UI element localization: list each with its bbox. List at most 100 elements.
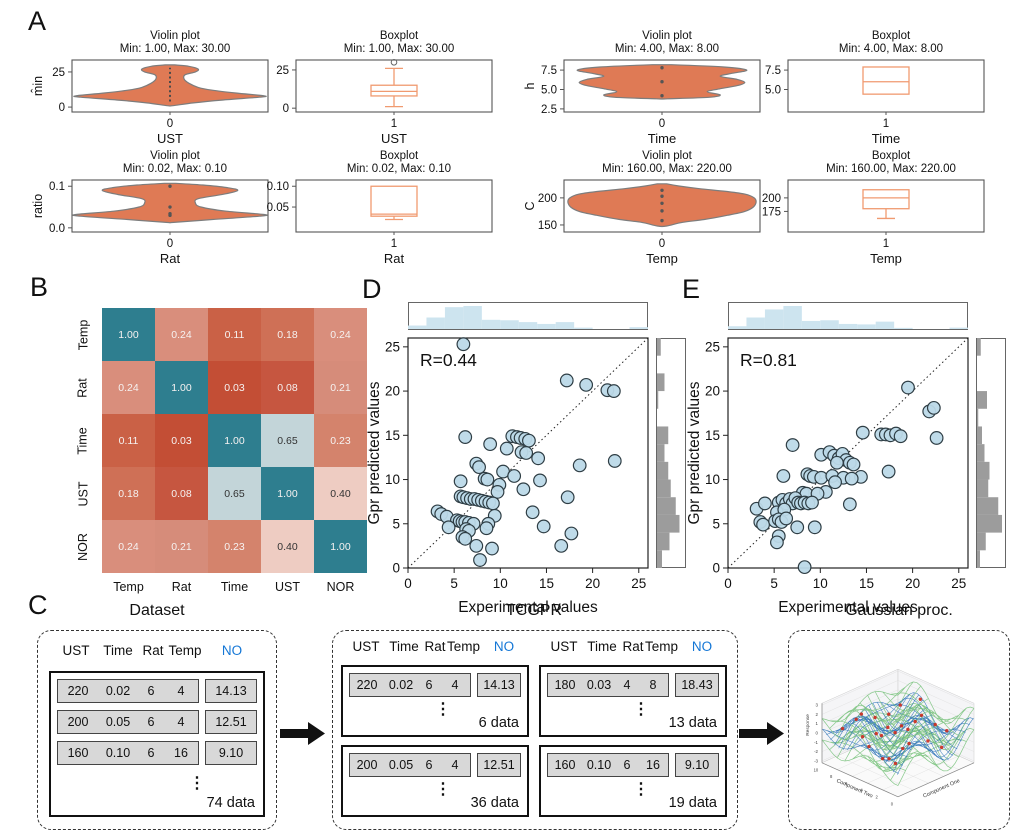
ellipsis: ⋮	[435, 701, 451, 718]
table-row: 160 0.10 6 16 9.10	[547, 753, 719, 777]
plot-subtitle: Min: 4.00, Max: 8.00	[614, 43, 720, 55]
svg-text:1: 1	[816, 721, 819, 726]
svg-text:Rat: Rat	[384, 251, 405, 266]
cell-value: 160	[554, 758, 576, 772]
cell-value: 6	[147, 746, 155, 760]
heatmap-cell: 1.00	[314, 520, 367, 573]
svg-text:0: 0	[59, 102, 65, 114]
correlation-heatmap: Temp 1.00 0.24 0.11 0.18 0.24 Temp Rat 0.24 1.00 0…	[64, 298, 394, 610]
svg-text:5: 5	[770, 576, 778, 591]
svg-text:20: 20	[585, 576, 600, 591]
cell-value: 0.02	[105, 684, 131, 698]
cell-value: 6	[147, 684, 155, 698]
plot-title: Violin plot	[150, 150, 200, 162]
svg-text:0: 0	[891, 801, 894, 806]
heatmap-cell: 1.00	[102, 308, 155, 361]
svg-text:20: 20	[705, 384, 720, 399]
cell-value: 200	[356, 758, 378, 772]
svg-text:0: 0	[659, 238, 665, 250]
heatmap-cell: 0.08	[261, 361, 314, 414]
cell-value: 6	[425, 758, 433, 772]
svg-text:5: 5	[392, 516, 400, 531]
row-no-value: 14.13	[205, 679, 257, 703]
svg-text:2.5: 2.5	[541, 104, 557, 116]
row-no-value: 12.51	[205, 710, 257, 734]
heatmap-cell: 0.24	[102, 361, 155, 414]
tcgpr-group-2: 180 0.03 4 8 18.43 ⋮ 13 data	[539, 665, 727, 737]
cell-value: 4	[451, 678, 459, 692]
svg-text:Response: Response	[805, 714, 811, 736]
row-values: 160 0.10 6 16	[57, 741, 199, 765]
svg-text:-2: -2	[814, 749, 818, 754]
svg-text:Gpr predicted values: Gpr predicted values	[686, 381, 703, 524]
cell-value: 6	[425, 678, 433, 692]
heatmap-cell: 0.65	[208, 467, 261, 520]
cell-value: 4	[177, 715, 185, 729]
cell-value: 0.10	[586, 758, 612, 772]
svg-text:15: 15	[385, 428, 400, 443]
row-no-value: 9.10	[205, 741, 257, 765]
heatmap-cell: 1.00	[155, 361, 208, 414]
row-values: 180 0.03 4 8	[547, 673, 669, 697]
cell-value: 160	[67, 746, 89, 760]
heatmap-cell: 0.21	[155, 520, 208, 573]
svg-text:0: 0	[392, 561, 400, 576]
svg-text:1: 1	[391, 118, 397, 130]
svg-text:Time: Time	[872, 131, 900, 146]
panel-label-d: D	[362, 274, 382, 304]
no-value: 12.51	[483, 758, 515, 772]
cell-value: 8	[649, 678, 657, 692]
d-scatter-plot: 00 5 5 10 10 15 15 20 20 25 25 R=0.44 Experimental v…	[366, 337, 649, 616]
ellipsis: ⋮	[633, 701, 649, 718]
group-count: 13 data	[668, 715, 717, 731]
heatmap-cell: 0.08	[155, 467, 208, 520]
cell-value: 4	[623, 678, 631, 692]
gaussian-title: Gaussian proc.	[845, 602, 953, 619]
plot-subtitle: Min: 4.00, Max: 8.00	[838, 43, 944, 55]
svg-text:25: 25	[631, 576, 646, 591]
heatmap-cell: 0.40	[314, 467, 367, 520]
dataset-count: 74 data	[206, 795, 255, 811]
svg-text:150: 150	[538, 220, 557, 232]
violin-subplot-time: Violin plot Min: 4.00, Max: 8.00 2.5 5.0 7.…	[520, 30, 770, 156]
gaussian-box: 3 2 1 0 -1 -2 -3 0 2 4 6 8 10 Component Two Component …	[788, 630, 1010, 830]
svg-text:0: 0	[167, 238, 173, 250]
row-values: 220 0.02 6 4	[57, 679, 199, 703]
dataset-table: 220 0.02 6 4 14.13 200 0.05 6 4 12.51 160 0.10 6 16…	[49, 671, 265, 817]
svg-text:5: 5	[450, 576, 458, 591]
plot-title: Boxplot	[871, 150, 911, 162]
arrow-right-icon	[280, 722, 325, 745]
no-value: 18.43	[681, 678, 713, 692]
heatmap-cell: 0.23	[208, 520, 261, 573]
box-subplot-time: Boxplot Min: 4.00, Max: 8.00 5.0 7.5 1 Time	[744, 30, 994, 156]
box-subplot-ust: Boxplot Min: 1.00, Max: 30.00 0 25 1 UST	[252, 30, 502, 156]
cell-value: 200	[67, 715, 89, 729]
svg-text:Experimental values: Experimental values	[778, 599, 918, 616]
svg-text:UST: UST	[381, 131, 407, 146]
plot-subtitle: Min: 1.00, Max: 30.00	[343, 43, 455, 55]
row-values: 160 0.10 6 16	[547, 753, 669, 777]
heatmap-cell: 0.65	[261, 414, 314, 467]
cell-value: 0.05	[105, 715, 131, 729]
row-no-value: 12.51	[477, 753, 521, 777]
svg-text:5: 5	[712, 516, 720, 531]
cell-value: 16	[646, 758, 660, 772]
box-subplot-rat: Boxplot Min: 0.02, Max: 0.10 0.05 0.10 1 Rat	[252, 150, 502, 276]
svg-text:10: 10	[813, 576, 828, 591]
no-value: 9.10	[218, 746, 244, 760]
svg-text:25: 25	[951, 576, 966, 591]
svg-text:7.5: 7.5	[765, 65, 781, 77]
tcgpr-group-1: 220 0.02 6 4 14.13 ⋮ 6 data	[341, 665, 529, 737]
table-header: UST	[352, 639, 380, 654]
table-row: 160 0.10 6 16 9.10	[57, 741, 257, 765]
svg-text:0: 0	[816, 731, 819, 736]
no-value: 12.51	[215, 715, 247, 729]
svg-text:UST: UST	[157, 131, 183, 146]
heatmap-row-label: Temp	[76, 319, 91, 350]
svg-text:Rat: Rat	[160, 251, 181, 266]
e-scatter-plot: 00 5 5 10 10 15 15 20 20 25 25 R=0.81 Experimental v…	[686, 337, 969, 616]
plot-title: Boxplot	[379, 30, 419, 42]
